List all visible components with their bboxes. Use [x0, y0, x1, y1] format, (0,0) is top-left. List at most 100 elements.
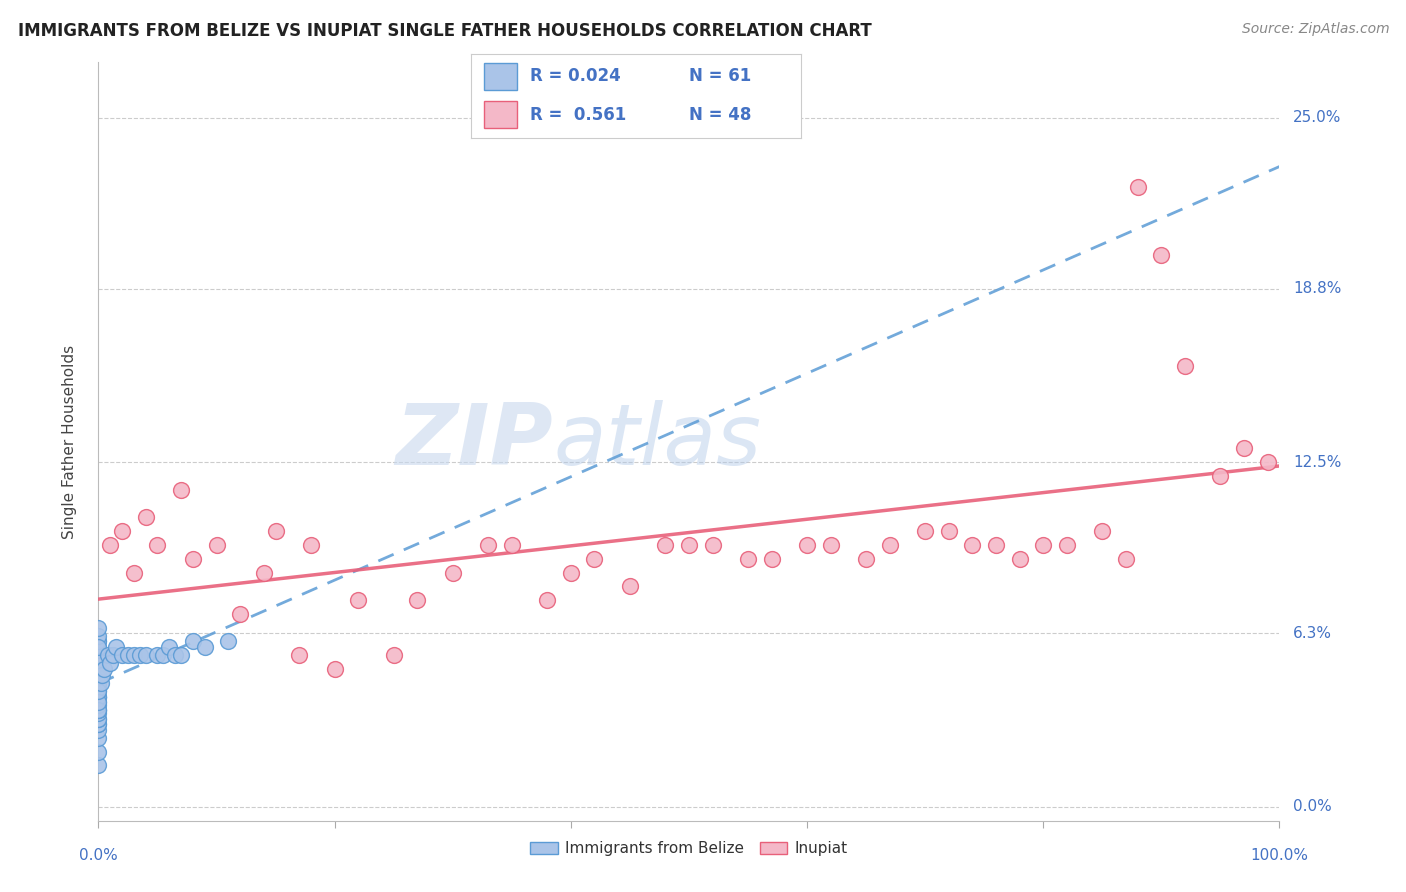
Point — [87, 703, 110, 717]
Point — [122, 648, 145, 663]
Point — [1233, 442, 1256, 456]
Point — [87, 667, 110, 681]
Point — [93, 662, 115, 676]
Point — [87, 640, 110, 654]
Point — [111, 524, 134, 538]
Point — [105, 640, 128, 654]
Point — [205, 538, 228, 552]
Point — [87, 670, 110, 684]
Point — [111, 648, 134, 663]
Point — [135, 510, 157, 524]
Point — [1174, 359, 1197, 373]
Text: Source: ZipAtlas.com: Source: ZipAtlas.com — [1241, 22, 1389, 37]
Point — [101, 648, 124, 663]
Text: 6.3%: 6.3% — [1294, 625, 1333, 640]
Point — [678, 538, 700, 552]
Point — [253, 566, 276, 580]
Point — [87, 662, 110, 676]
Point — [157, 640, 180, 654]
Point — [560, 566, 582, 580]
Point — [181, 551, 204, 566]
Legend: Immigrants from Belize, Inupiat: Immigrants from Belize, Inupiat — [524, 835, 853, 863]
Point — [87, 758, 110, 772]
Point — [87, 634, 110, 648]
Point — [87, 654, 110, 668]
Point — [1126, 179, 1149, 194]
Point — [87, 629, 110, 643]
Point — [855, 551, 877, 566]
Point — [87, 634, 110, 648]
Point — [87, 703, 110, 717]
Point — [441, 566, 464, 580]
Point — [879, 538, 901, 552]
Point — [181, 634, 204, 648]
Bar — [484, 62, 517, 90]
Point — [501, 538, 523, 552]
Point — [1008, 551, 1031, 566]
Point — [536, 593, 558, 607]
Point — [737, 551, 759, 566]
Point — [87, 717, 110, 731]
Point — [229, 607, 252, 621]
Point — [87, 690, 110, 704]
Point — [1091, 524, 1114, 538]
Point — [152, 648, 174, 663]
Point — [288, 648, 311, 663]
Point — [194, 640, 217, 654]
Point — [87, 648, 110, 663]
Point — [382, 648, 405, 663]
Point — [146, 648, 169, 663]
Point — [98, 657, 121, 671]
Point — [264, 524, 287, 538]
Point — [87, 731, 110, 745]
Point — [122, 566, 145, 580]
Point — [87, 657, 110, 671]
Text: R =  0.561: R = 0.561 — [530, 105, 627, 123]
Point — [820, 538, 842, 552]
Bar — [484, 101, 517, 128]
Point — [91, 667, 114, 681]
Point — [87, 723, 110, 737]
Text: 100.0%: 100.0% — [1250, 848, 1309, 863]
Point — [347, 593, 370, 607]
Text: R = 0.024: R = 0.024 — [530, 67, 621, 85]
Point — [87, 684, 110, 698]
Text: IMMIGRANTS FROM BELIZE VS INUPIAT SINGLE FATHER HOUSEHOLDS CORRELATION CHART: IMMIGRANTS FROM BELIZE VS INUPIAT SINGLE… — [18, 22, 872, 40]
Point — [87, 662, 110, 676]
Point — [299, 538, 322, 552]
Point — [165, 648, 187, 663]
Point — [87, 675, 110, 690]
Point — [583, 551, 606, 566]
Text: 25.0%: 25.0% — [1294, 110, 1341, 125]
Point — [87, 675, 110, 690]
Point — [1032, 538, 1054, 552]
Point — [619, 579, 641, 593]
Point — [1150, 248, 1173, 262]
Point — [938, 524, 960, 538]
Point — [87, 684, 110, 698]
Point — [1115, 551, 1137, 566]
Text: N = 61: N = 61 — [689, 67, 751, 85]
Point — [323, 662, 346, 676]
Text: 12.5%: 12.5% — [1294, 455, 1341, 470]
Point — [117, 648, 139, 663]
Point — [87, 662, 110, 676]
Point — [406, 593, 429, 607]
Point — [654, 538, 676, 552]
Point — [87, 706, 110, 720]
Point — [217, 634, 239, 648]
Point — [87, 640, 110, 654]
Point — [1209, 469, 1232, 483]
Point — [914, 524, 936, 538]
Point — [87, 745, 110, 759]
Text: atlas: atlas — [553, 400, 761, 483]
Point — [170, 648, 193, 663]
Y-axis label: Single Father Households: Single Father Households — [62, 344, 77, 539]
Text: 0.0%: 0.0% — [1294, 799, 1331, 814]
Point — [87, 621, 110, 635]
Point — [87, 654, 110, 668]
Point — [135, 648, 157, 663]
Point — [984, 538, 1007, 552]
Point — [702, 538, 724, 552]
Point — [87, 648, 110, 663]
